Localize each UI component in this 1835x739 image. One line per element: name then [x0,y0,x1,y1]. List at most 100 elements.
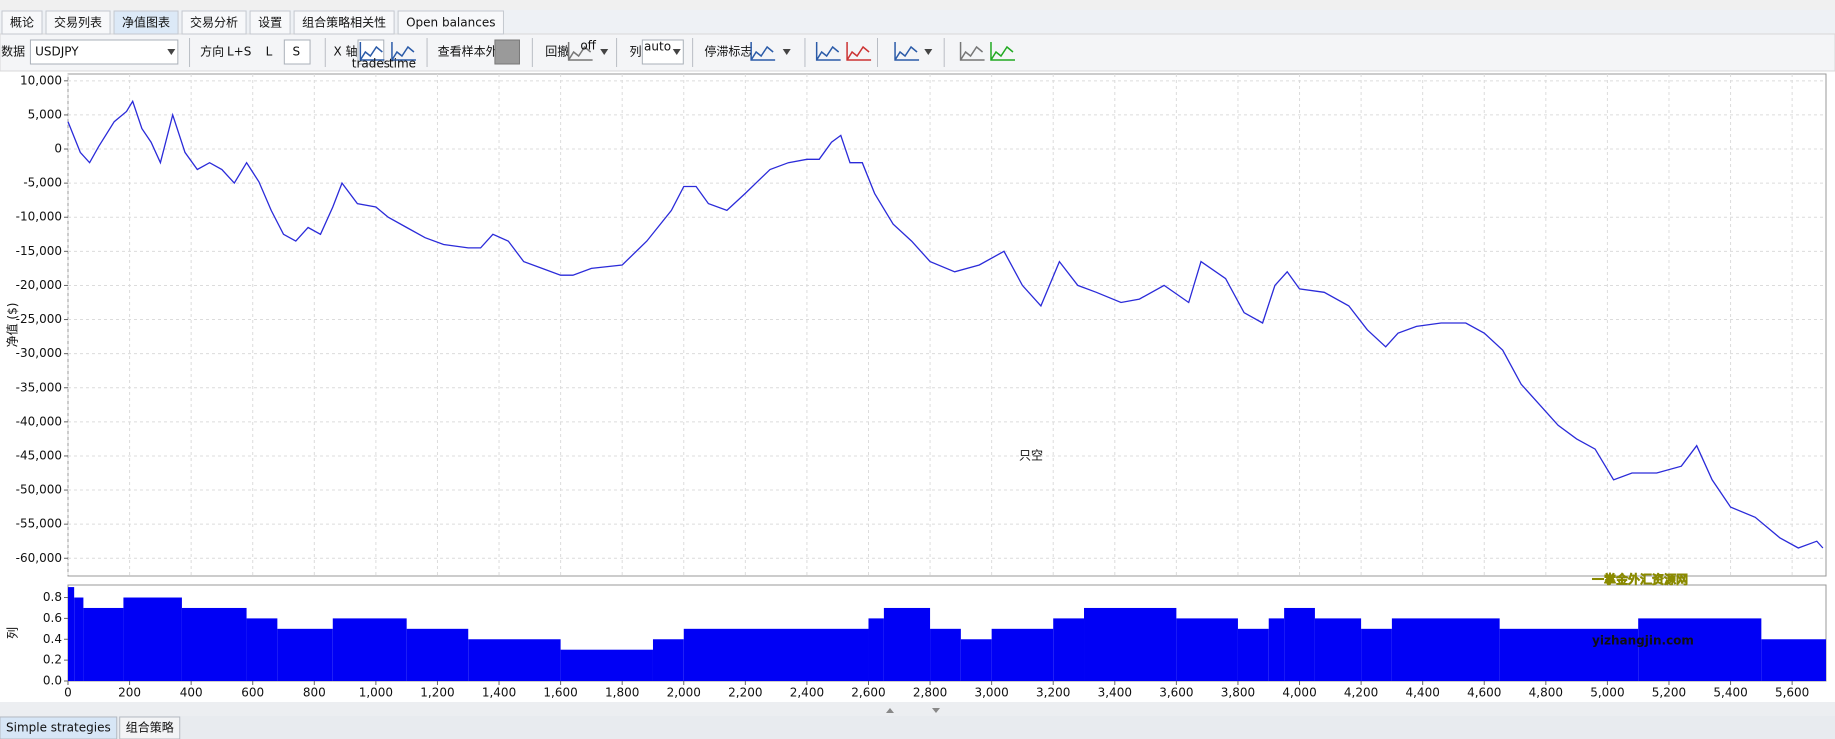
x-tick-label: 1,400 [482,686,516,700]
y-tick-label: 5,000 [28,107,62,121]
x-tick-label: 200 [118,686,141,700]
toolbar-icon[interactable] [815,42,841,61]
y-tick-label: -15,000 [16,244,62,258]
bottom-tab[interactable] [0,716,118,739]
tab-label[interactable]: 概论 [10,16,34,30]
x-tick-label: 2,800 [913,686,947,700]
direction-selected[interactable] [283,39,311,65]
tab[interactable] [113,10,179,35]
symbol[interactable]: USDJPY [35,45,79,59]
step-bar [246,618,278,681]
x-tick-label: 1,600 [543,686,577,700]
tab-label[interactable]: 净值图表 [122,15,170,30]
toolbar [0,33,1835,72]
step-bar [930,628,961,681]
step-bar [991,628,1054,681]
step-bar [560,649,653,681]
splitter-arrows[interactable] [886,708,940,713]
y-tick-label: -35,000 [16,380,62,394]
x-tick-label: 600 [241,686,264,700]
step-bar [123,597,182,681]
toolbar-icon[interactable] [391,42,416,61]
toolbar-icon[interactable] [567,42,593,61]
x-tick-label: 4,200 [1344,686,1378,700]
step-bar [1268,618,1285,681]
y-tick-label: -25,000 [16,312,62,326]
step-bar [1237,628,1269,681]
direction-option[interactable]: L+S [227,45,251,59]
tab-label[interactable]: 组合策略相关性 [302,15,386,30]
y-tick-label: 0.4 [43,632,62,646]
x-tick-label: 3,400 [1098,686,1132,700]
step-bar [468,639,561,681]
drawdown-state[interactable]: off [580,39,596,53]
direction-option[interactable]: L [266,45,273,59]
step-bar [181,607,247,681]
icon-caption[interactable]: time [389,57,416,71]
toolbar-icon[interactable] [990,42,1015,61]
y-axis-label: 净值 ($) [5,303,20,348]
tab[interactable] [181,10,247,35]
x-tick-label: 1,800 [605,686,639,700]
dropdown-arrow[interactable] [167,49,176,55]
step-bar [1284,607,1315,681]
step-bar [1391,618,1500,681]
toolbar-icon[interactable] [846,42,872,61]
toolbar-icon[interactable] [894,42,920,61]
step-bar [1314,618,1362,681]
step-bar [74,597,84,681]
toolbar-icon[interactable] [750,42,776,61]
x-tick-label: 3,800 [1221,686,1255,700]
y-tick-label: 0.6 [43,611,62,625]
bottom-tab-bar [0,716,1835,739]
x-tick-label: 3,200 [1036,686,1070,700]
tab[interactable] [397,10,504,35]
tab-label[interactable]: Open balances [406,16,495,30]
step-bar [652,639,684,681]
y-tick-label: -60,000 [16,551,62,565]
tab[interactable] [45,10,111,35]
x-tick-label: 5,600 [1775,686,1809,700]
y-axis-label: 列 [6,627,20,639]
y-tick-label: -5,000 [23,176,62,190]
y-tick-label: 0.0 [43,674,62,688]
y-tick-label: -50,000 [16,483,62,497]
watermark: 一掌金外汇资源网 [1592,572,1688,587]
out-of-sample-toggle[interactable] [494,39,520,65]
direction-option[interactable]: S [293,45,301,59]
symbol-combo[interactable] [29,39,179,65]
tab-label[interactable]: 交易列表 [54,15,102,30]
bottom-tab-label[interactable]: Simple strategies [6,721,111,735]
series-option[interactable]: auto [644,40,671,54]
top-strip [0,0,1835,10]
dropdown-arrow[interactable] [782,49,791,55]
y-tick-label: -30,000 [16,346,62,360]
y-tick-label: -20,000 [16,278,62,292]
dropdown-arrow[interactable] [672,49,681,55]
plot-area [67,73,1827,577]
x-tick-label: 5,200 [1652,686,1686,700]
tab-label[interactable]: 交易分析 [190,15,238,30]
step-bar [1499,628,1639,681]
x-tick-label: 4,600 [1467,686,1501,700]
dropdown-arrow[interactable] [924,49,933,55]
tab[interactable] [293,10,395,35]
step-bar [1176,618,1238,681]
icon-caption[interactable]: trades [352,57,390,71]
step-bar [68,587,75,681]
tab[interactable] [1,10,43,35]
step-bar [1084,607,1177,681]
x-tick-label: 5,000 [1590,686,1624,700]
x-tick-label: 4,400 [1405,686,1439,700]
bottom-tab[interactable] [119,716,181,739]
bottom-tab-label[interactable]: 组合策略 [126,720,174,735]
toolbar-icon[interactable] [959,42,985,61]
splitter[interactable] [0,702,1835,716]
dropdown-arrow[interactable] [600,49,609,55]
toolbar-icon[interactable] [359,42,385,61]
tab-label[interactable]: 设置 [258,16,282,30]
tab[interactable] [249,10,291,35]
y-tick-label: 10,000 [20,73,62,87]
step-bar [277,628,333,681]
